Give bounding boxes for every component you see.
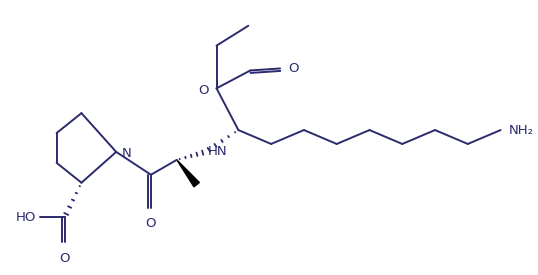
Text: O: O bbox=[146, 218, 156, 230]
Polygon shape bbox=[177, 160, 200, 187]
Text: NH₂: NH₂ bbox=[508, 123, 534, 137]
Text: HO: HO bbox=[16, 211, 36, 224]
Text: HN: HN bbox=[208, 145, 227, 158]
Text: O: O bbox=[288, 62, 299, 75]
Text: O: O bbox=[59, 252, 70, 265]
Text: N: N bbox=[122, 147, 132, 160]
Text: O: O bbox=[198, 84, 209, 97]
